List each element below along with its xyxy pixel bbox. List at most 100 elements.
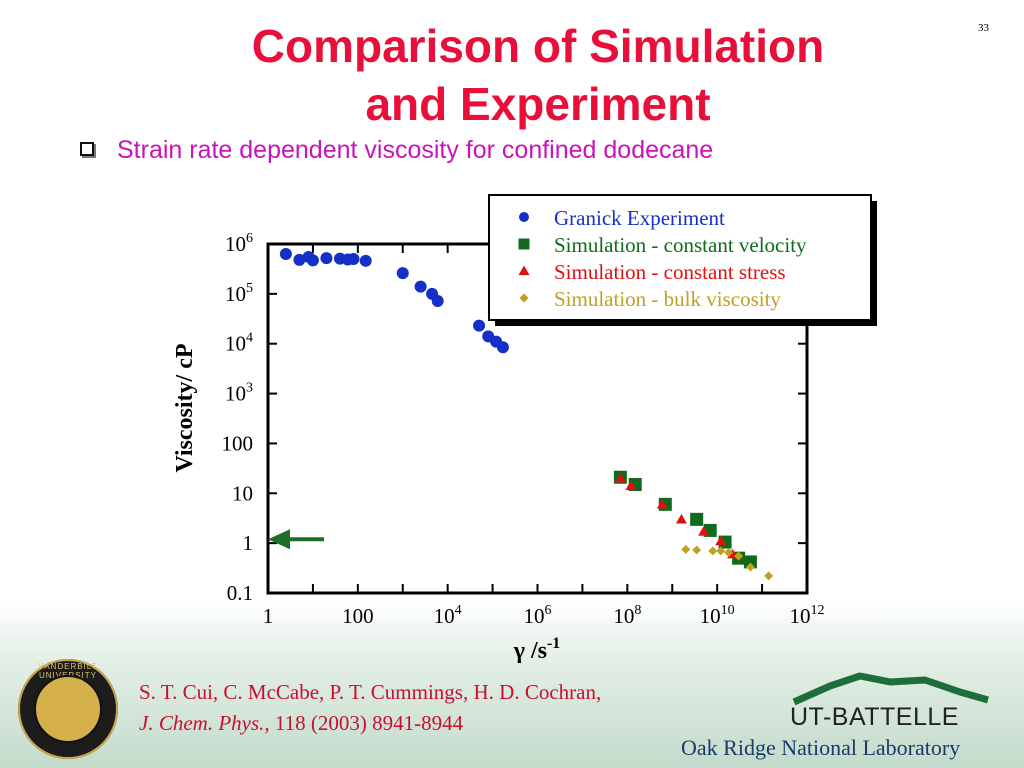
x-tick-label: 1012	[790, 603, 825, 628]
data-point-circle	[293, 253, 306, 266]
x-axis-label-sup: -1	[547, 635, 560, 652]
y-axis-label: Viscosity/ cP	[172, 343, 198, 472]
y-tick-label: 106	[225, 231, 253, 256]
data-point-diamond	[734, 551, 744, 561]
data-point-triangle	[698, 526, 710, 536]
bullet-text: Strain rate dependent viscosity for conf…	[117, 136, 714, 164]
legend-box	[488, 194, 872, 321]
x-tick-label-base: 1	[263, 604, 274, 628]
x-tick-label-exp: 6	[545, 603, 552, 618]
data-point-circle	[279, 248, 292, 261]
x-tick-label-base: 100	[342, 604, 374, 628]
x-axis-label-main: γ /s	[513, 638, 547, 664]
legend-marker-circle	[519, 212, 529, 222]
data-point-circle	[359, 254, 372, 267]
legend-label: Simulation - constant velocity	[554, 233, 807, 257]
arrow-annotation	[268, 529, 324, 550]
vanderbilt-seal-logo: VANDERBILT UNIVERSITY	[18, 659, 118, 759]
slide-title-line-2: and Experiment	[365, 78, 711, 130]
y-tick-label-exp: 6	[246, 231, 253, 246]
y-tick-label: 10	[232, 481, 253, 505]
mountain-outline-icon	[792, 672, 989, 706]
legend-label: Simulation - bulk viscosity	[554, 287, 781, 311]
ut-battelle-wordmark: UT-BATTELLE	[790, 703, 959, 731]
data-point-square	[743, 555, 757, 569]
x-tick-label: 100	[342, 604, 374, 628]
data-point-diamond	[745, 562, 755, 572]
x-tick-label-exp: 4	[455, 603, 462, 618]
x-tick-label-base: 10	[700, 604, 721, 628]
data-point-diamond	[692, 545, 702, 555]
x-tick-label-base: 10	[790, 604, 811, 628]
data-point-triangle	[656, 498, 668, 509]
legend-items: Granick Experiment Simulation - constant …	[518, 206, 807, 311]
x-tick-label-base: 10	[434, 604, 455, 628]
data-point-diamond	[681, 544, 691, 554]
y-tick-label: 100	[222, 431, 254, 455]
y-tick-label-base: 10	[232, 481, 253, 505]
legend: Granick Experiment Simulation - constant …	[488, 194, 877, 326]
y-tick-label-exp: 4	[246, 331, 253, 346]
data-point-triangle	[715, 535, 727, 546]
x-tick-label-exp: 8	[634, 603, 641, 618]
y-tick-label-base: 10	[225, 232, 246, 256]
x-tick-label: 108	[613, 603, 641, 628]
reference-citation: J. Chem. Phys., 118 (2003) 8941-8944	[139, 711, 463, 736]
data-point-diamond	[764, 571, 774, 581]
y-tick-label-base: 10	[225, 382, 246, 406]
legend-label: Granick Experiment	[554, 206, 725, 230]
x-tick-label: 104	[434, 603, 462, 628]
seal-emblem	[34, 675, 102, 743]
data-point-circle	[496, 341, 509, 354]
legend-marker-triangle	[518, 265, 530, 276]
y-tick-label-base: 1	[243, 531, 254, 555]
reference-authors: S. T. Cui, C. McCabe, P. T. Cummings, H.…	[139, 680, 602, 704]
data-points	[279, 248, 774, 581]
y-tick-label-base: 0.1	[227, 581, 253, 605]
y-tick-label-exp: 5	[246, 281, 253, 296]
data-point-diamond	[708, 546, 718, 556]
data-point-circle	[320, 252, 333, 265]
y-tick-label: 104	[225, 331, 253, 356]
data-point-triangle	[614, 472, 626, 483]
page-number: 33	[978, 22, 989, 34]
data-point-diamond	[724, 547, 734, 557]
data-point-square	[690, 512, 704, 526]
x-axis-label: γ /s-1	[513, 635, 561, 664]
x-tick-label: 1	[263, 604, 274, 628]
axis-ticks: 1 100 104 106 108 1010 10120.11101001031041051…	[222, 231, 825, 628]
data-point-circle	[347, 253, 360, 266]
y-tick-label: 105	[225, 281, 253, 306]
footer-gradient-band	[0, 600, 1024, 768]
ornl-text: Oak Ridge National Laboratory	[681, 735, 961, 760]
data-point-diamond	[716, 546, 726, 556]
data-point-circle	[306, 254, 319, 267]
ut-battelle-logo	[792, 672, 989, 706]
data-point-circle	[414, 280, 427, 293]
x-tick-label-base: 10	[613, 604, 634, 628]
x-tick-label: 1010	[700, 603, 735, 628]
data-point-circle	[396, 267, 409, 280]
x-tick-label-exp: 12	[811, 603, 825, 618]
arrow-head-icon	[268, 529, 290, 550]
x-tick-label-base: 10	[524, 604, 545, 628]
y-tick-label: 103	[225, 381, 253, 406]
bullet-square-icon	[80, 142, 94, 156]
y-tick-label: 1	[243, 531, 254, 555]
y-tick-label: 0.1	[227, 581, 253, 605]
data-point-circle	[473, 319, 486, 332]
y-tick-label-exp: 3	[246, 381, 253, 396]
x-tick-label: 106	[524, 603, 552, 628]
y-tick-label-base: 10	[225, 282, 246, 306]
reference-volume-pages: 118 (2003) 8941-8944	[269, 711, 464, 735]
y-tick-label-base: 100	[222, 431, 254, 455]
data-point-triangle	[675, 513, 687, 524]
y-tick-label-base: 10	[225, 332, 246, 356]
legend-marker-square	[518, 238, 530, 250]
x-tick-label-exp: 10	[721, 603, 735, 618]
legend-marker-diamond	[519, 293, 529, 303]
data-point-circle	[431, 294, 444, 307]
reference-journal: J. Chem. Phys.,	[139, 711, 270, 735]
slide-title-line-1: Comparison of Simulation	[251, 20, 825, 72]
